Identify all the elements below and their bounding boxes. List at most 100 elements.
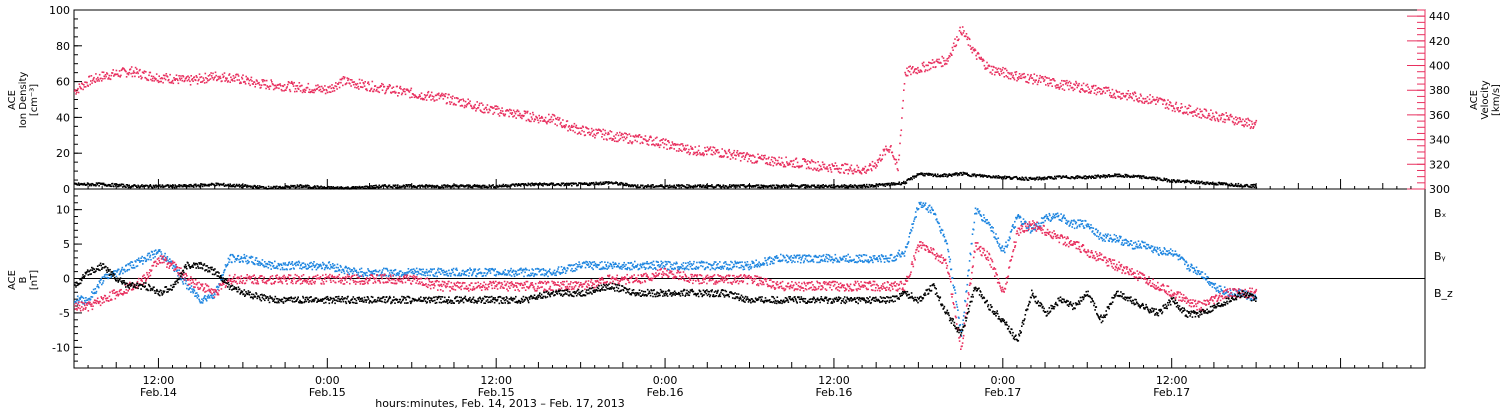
by-point <box>364 272 366 275</box>
density-point <box>904 182 906 185</box>
by-point <box>587 264 589 266</box>
density-point <box>203 185 206 187</box>
by-point <box>211 297 214 300</box>
density-point <box>974 174 977 177</box>
by-point <box>202 299 204 302</box>
by-point <box>630 261 633 264</box>
velocity-point <box>554 123 556 125</box>
velocity-point <box>1155 98 1158 101</box>
velocity-point <box>990 71 992 74</box>
density-point <box>444 186 446 188</box>
velocity-point <box>1254 121 1257 124</box>
velocity-point <box>237 73 239 76</box>
by-point <box>546 272 548 274</box>
velocity-point <box>904 71 906 74</box>
density-point <box>941 175 943 178</box>
density-point <box>467 186 469 188</box>
velocity-point <box>751 162 753 164</box>
by-point <box>381 271 383 273</box>
density-point <box>1202 182 1204 185</box>
density-point <box>679 184 682 187</box>
velocity-point <box>178 77 181 79</box>
velocity-point <box>1112 96 1114 99</box>
density-point <box>924 174 926 177</box>
velocity-point <box>745 153 748 156</box>
velocity-point <box>175 78 177 80</box>
by-point <box>530 274 533 276</box>
velocity-point <box>654 144 656 147</box>
velocity-point <box>1010 73 1013 76</box>
velocity-point <box>494 108 497 110</box>
density-point <box>700 185 702 187</box>
velocity-point <box>434 99 436 102</box>
velocity-point <box>83 86 86 88</box>
density-axis-title: [cm⁻³] <box>29 84 40 116</box>
by-point <box>360 271 362 273</box>
density-point <box>1139 177 1141 179</box>
by-point <box>103 275 105 278</box>
density-point <box>323 186 326 188</box>
velocity-point <box>252 83 255 85</box>
density-point <box>1084 175 1087 177</box>
density-point <box>506 186 508 188</box>
velocity-point <box>1106 90 1108 92</box>
velocity-point <box>851 170 853 172</box>
by-point <box>380 272 383 274</box>
velocity-point <box>212 78 215 81</box>
density-point <box>597 182 599 184</box>
density-point <box>541 184 543 186</box>
velocity-point <box>473 106 476 109</box>
by-point <box>324 267 326 269</box>
density-point <box>140 185 143 187</box>
by-point <box>388 274 390 277</box>
velocity-point <box>1036 74 1038 77</box>
velocity-point <box>330 87 333 90</box>
by-point <box>544 273 546 275</box>
x-tick-date-label: Feb.17 <box>1153 386 1190 399</box>
velocity-point <box>1180 103 1183 105</box>
by-point <box>301 262 304 265</box>
velocity-point <box>312 89 315 91</box>
by-point <box>225 265 227 268</box>
density-point <box>267 188 269 190</box>
velocity-point <box>285 89 287 91</box>
by-point <box>635 266 638 268</box>
velocity-point <box>972 46 974 49</box>
by-point <box>150 258 152 261</box>
velocity-point <box>1148 102 1150 104</box>
density-point <box>94 184 97 186</box>
velocity-point <box>655 143 658 145</box>
velocity-point <box>880 160 882 162</box>
velocity-point <box>835 165 838 167</box>
velocity-point <box>618 139 620 141</box>
velocity-point <box>1157 101 1159 103</box>
by-point <box>279 268 282 271</box>
velocity-point <box>301 84 303 87</box>
density-point <box>498 184 501 187</box>
density-point <box>443 184 446 186</box>
density-point <box>898 181 901 183</box>
x-tick-date-label: Feb.17 <box>984 386 1021 399</box>
velocity-point <box>869 163 871 165</box>
density-point <box>942 174 944 176</box>
by-point <box>108 277 110 279</box>
velocity-point <box>1007 71 1009 74</box>
density-axis-title: Ion Density <box>18 72 29 129</box>
velocity-point <box>246 78 248 81</box>
density-point <box>230 184 233 187</box>
velocity-point <box>425 99 428 101</box>
velocity-point <box>614 137 617 139</box>
velocity-point <box>294 88 297 90</box>
velocity-point <box>237 75 240 77</box>
by-point <box>623 261 625 264</box>
density-point <box>345 186 348 189</box>
density-point <box>1191 180 1194 182</box>
velocity-point <box>678 148 681 150</box>
density-point <box>254 185 256 187</box>
velocity-point <box>319 85 321 88</box>
by-point <box>319 263 322 266</box>
velocity-point <box>333 90 336 92</box>
density-point <box>807 185 810 188</box>
density-point <box>780 184 783 187</box>
density-point <box>947 175 949 178</box>
